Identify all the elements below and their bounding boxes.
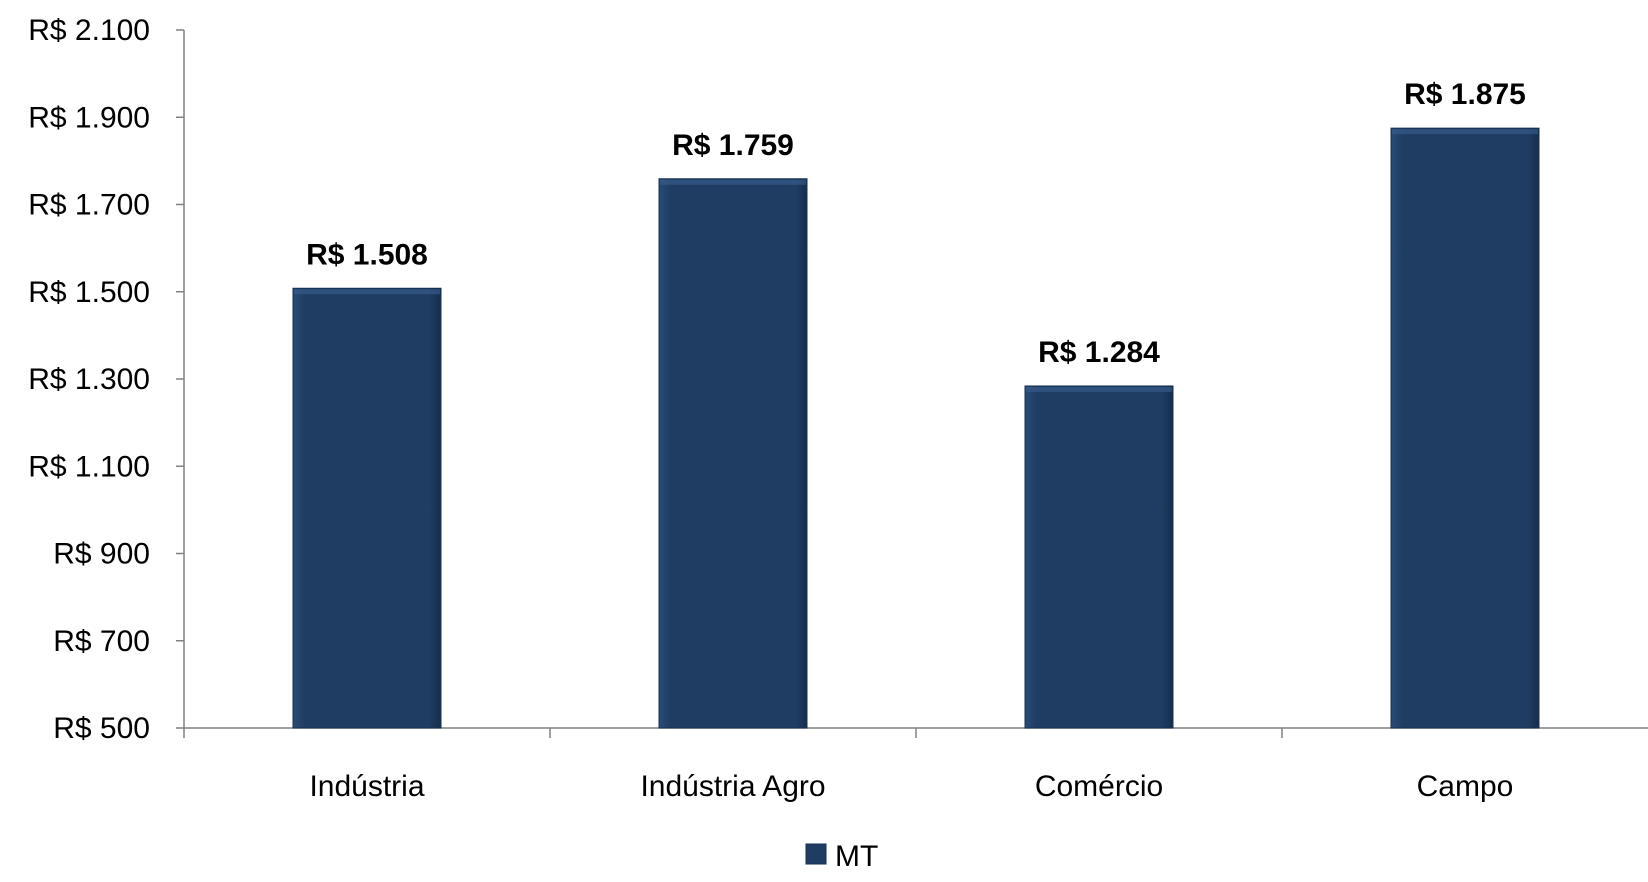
x-tick-label-2: Comércio	[1035, 770, 1163, 803]
bar-highlight	[1392, 129, 1538, 135]
data-label-3: R$ 1.875	[1404, 78, 1526, 111]
legend-swatch-mt	[805, 843, 827, 865]
x-tick-label-1: Indústria Agro	[640, 770, 825, 803]
data-labels: R$ 1.508 R$ 1.759 R$ 1.284 R$ 1.875	[306, 78, 1526, 369]
bar-1	[658, 178, 808, 729]
y-tick-label: R$ 1.300	[28, 363, 150, 396]
bar-highlight	[294, 289, 440, 295]
bar-0	[292, 287, 442, 729]
bar-2	[1024, 385, 1174, 729]
y-tick-label: R$ 1.900	[28, 101, 150, 134]
data-label-2: R$ 1.284	[1038, 336, 1160, 369]
y-tick-label: R$ 700	[53, 625, 150, 658]
y-tick-label: R$ 1.700	[28, 189, 150, 222]
bar-highlight	[1026, 386, 1172, 392]
y-tick-label: R$ 500	[53, 712, 150, 745]
bar-3	[1390, 127, 1540, 729]
y-tick-label: R$ 1.500	[28, 276, 150, 309]
x-tick-label-0: Indústria	[309, 770, 424, 803]
y-tick-label: R$ 1.100	[28, 450, 150, 483]
x-tick-label-3: Campo	[1417, 770, 1514, 803]
y-tick-label: R$ 900	[53, 538, 150, 571]
legend-label-mt: MT	[835, 840, 878, 873]
data-label-0: R$ 1.508	[306, 238, 428, 271]
legend: MT	[805, 840, 878, 873]
bars	[292, 127, 1540, 729]
y-tick-label: R$ 2.100	[28, 14, 150, 47]
bar-highlight	[660, 179, 806, 185]
axes: R$ 500 R$ 700 R$ 900 R$ 1.100 R$ 1.300 R$ 1.5…	[28, 14, 1648, 803]
data-label-1: R$ 1.759	[672, 129, 794, 162]
